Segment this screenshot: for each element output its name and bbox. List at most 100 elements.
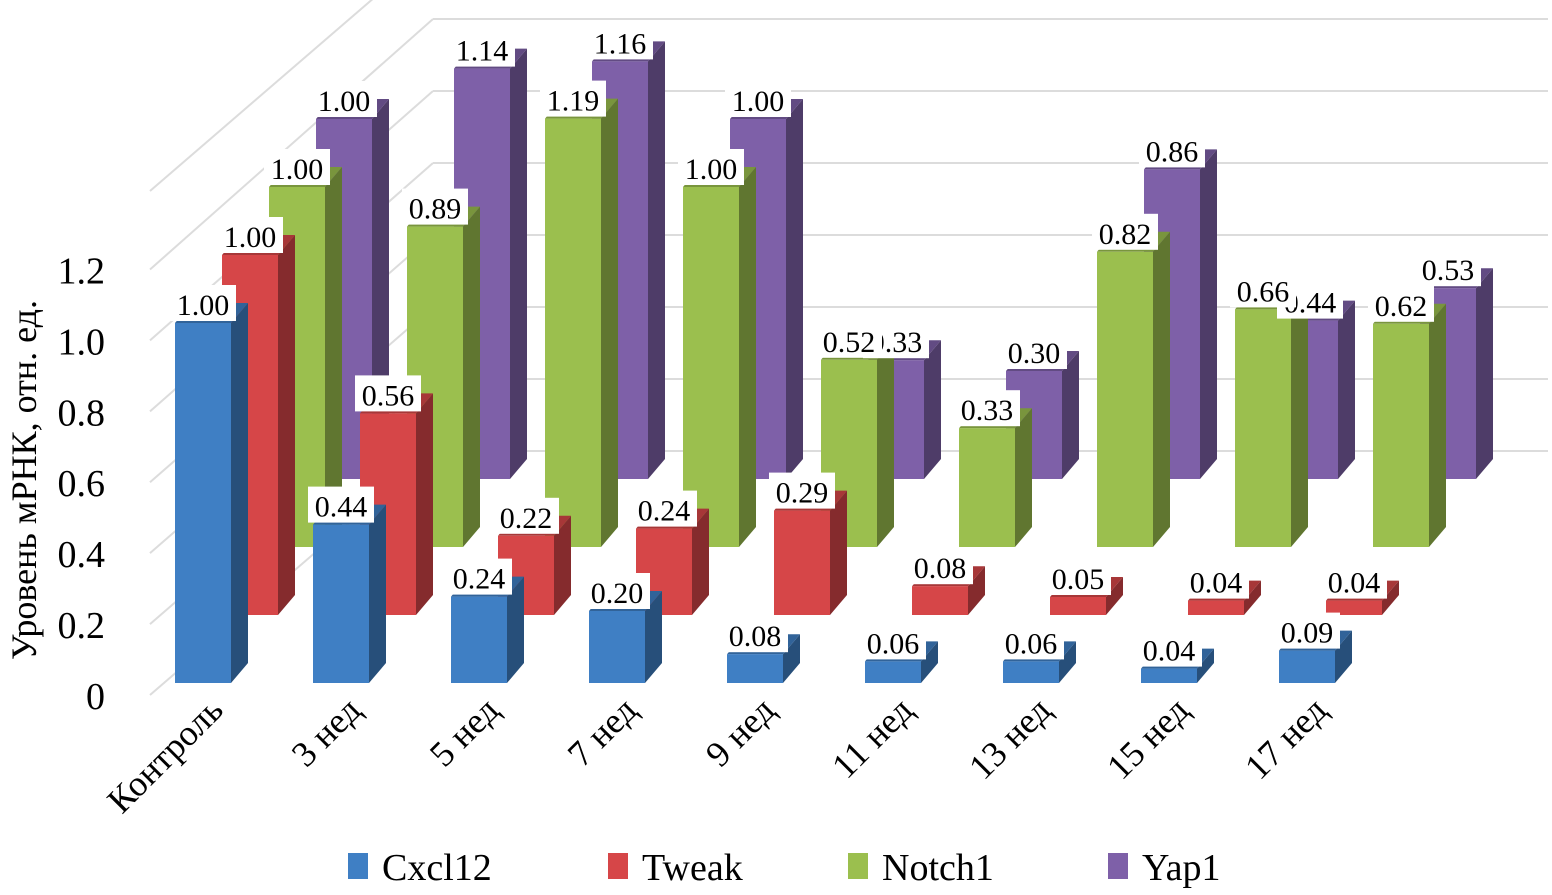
bar-side-face <box>877 339 894 547</box>
bar-side-face <box>1015 408 1032 547</box>
data-label-bg <box>587 23 653 60</box>
data-label: 0.44 <box>308 486 374 524</box>
data-label-bg <box>631 490 697 527</box>
data-label-text: 0.53 <box>1422 254 1475 287</box>
data-label-text: 0.30 <box>1008 337 1061 370</box>
data-label-bg <box>1368 285 1434 322</box>
legend-label: Notch1 <box>882 847 994 889</box>
data-label: 0.29 <box>769 472 835 510</box>
legend-swatch <box>1108 853 1128 879</box>
data-label-bg <box>584 573 650 609</box>
data-label-bg <box>1274 612 1340 649</box>
legend-swatch <box>848 853 868 879</box>
bar-front-face <box>589 611 645 683</box>
data-label-text: 0.24 <box>638 495 691 528</box>
y-axis-label: Уровень мРНК, отн. ед. <box>4 300 44 660</box>
y-axis-ticks: 0 0.2 0.4 0.6 0.8 1.0 1.2 <box>58 250 106 718</box>
data-label: 1.00 <box>311 81 377 118</box>
bar-front-face <box>959 428 1015 547</box>
data-label-text: 1.00 <box>685 153 738 186</box>
data-label-bg <box>678 149 744 185</box>
x-category-label: 9 нед <box>698 689 783 774</box>
bar-notch1-8 <box>1373 303 1446 547</box>
bar-front-face <box>451 596 507 683</box>
data-label-bg <box>170 285 236 321</box>
legend: Cxcl12 Tweak Notch1 Yap1 <box>348 847 1221 889</box>
data-label-bg <box>1045 559 1111 595</box>
bars <box>175 41 1493 683</box>
data-label-text: 0.52 <box>823 326 876 359</box>
data-label: 0.05 <box>1045 559 1111 596</box>
bar-side-face <box>830 490 847 615</box>
x-category-label: 3 нед <box>284 689 369 774</box>
data-label-text: 0.66 <box>1237 275 1290 308</box>
data-label-bg <box>402 188 468 225</box>
data-label-text: 0.22 <box>500 502 553 535</box>
bar-side-face <box>601 98 618 547</box>
bar-side-face <box>924 340 941 479</box>
data-label-bg <box>217 217 283 253</box>
data-label-bg <box>493 497 559 534</box>
bar-front-face <box>1141 668 1197 683</box>
data-label: 0.06 <box>860 623 926 660</box>
data-label-text: 0.04 <box>1328 567 1381 600</box>
bar-side-face <box>554 515 571 615</box>
bar-notch1-3 <box>683 167 756 547</box>
data-label: 0.04 <box>1136 630 1202 668</box>
data-label-text: 0.89 <box>409 193 462 226</box>
x-category-label: 15 нед <box>1099 689 1197 787</box>
data-label: 0.08 <box>722 616 788 653</box>
data-label-text: 1.00 <box>177 289 230 322</box>
data-label: 0.66 <box>1230 271 1296 308</box>
data-label-bg <box>1230 271 1296 308</box>
bar-side-face <box>968 566 985 615</box>
data-label-text: 1.14 <box>456 35 509 68</box>
bar-cxcl12-1 <box>313 504 386 683</box>
bar-front-face <box>175 323 231 683</box>
data-label-text: 0.56 <box>362 379 415 412</box>
data-label-bg <box>954 390 1020 427</box>
bar-side-face <box>1197 648 1214 683</box>
bar-front-face <box>727 654 783 683</box>
data-label-text: 0.29 <box>776 477 829 510</box>
y-tick-label: 1.0 <box>58 321 106 363</box>
bar-side-face <box>921 641 938 683</box>
data-label: 0.52 <box>816 321 882 359</box>
bar-side-face <box>692 508 709 615</box>
data-label-bg <box>860 623 926 660</box>
bar-front-face <box>683 187 739 547</box>
bar-notch1-7 <box>1235 289 1308 547</box>
legend-item-cxcl12: Cxcl12 <box>348 847 492 889</box>
bar-side-face <box>786 99 803 479</box>
bar-side-face <box>1291 289 1308 547</box>
data-label: 0.33 <box>954 390 1020 427</box>
data-label-bg <box>907 548 973 585</box>
data-label: 0.53 <box>1415 250 1481 287</box>
y-tick-label: 0.2 <box>58 605 106 647</box>
bar-side-face <box>648 41 665 480</box>
bar-side-face <box>510 48 527 479</box>
bar-side-face <box>369 504 386 683</box>
bar-side-face <box>416 393 433 615</box>
bar-notch1-6 <box>1097 231 1170 548</box>
bar-side-face <box>1335 630 1352 683</box>
bar-front-face <box>1373 323 1429 547</box>
data-label-text: 0.08 <box>914 552 967 585</box>
data-label-bg <box>1136 630 1202 667</box>
legend-label: Cxcl12 <box>382 847 492 889</box>
x-category-label: Контроль <box>99 689 230 820</box>
y-tick-label: 0.6 <box>58 463 106 505</box>
bar-side-face <box>645 591 662 683</box>
data-label-text: 0.09 <box>1281 617 1334 650</box>
y-tick-label: 1.2 <box>58 250 106 292</box>
data-label-bg <box>311 81 377 117</box>
data-label: 0.04 <box>1321 562 1387 600</box>
data-label-bg <box>1139 131 1205 168</box>
data-label-text: 0.06 <box>1005 627 1058 660</box>
data-label-text: 0.04 <box>1143 635 1196 668</box>
bar-front-face <box>1188 600 1244 615</box>
y-tick-label: 0.8 <box>58 392 106 434</box>
data-label: 0.24 <box>631 490 697 528</box>
data-label-text: 0.05 <box>1052 563 1105 596</box>
